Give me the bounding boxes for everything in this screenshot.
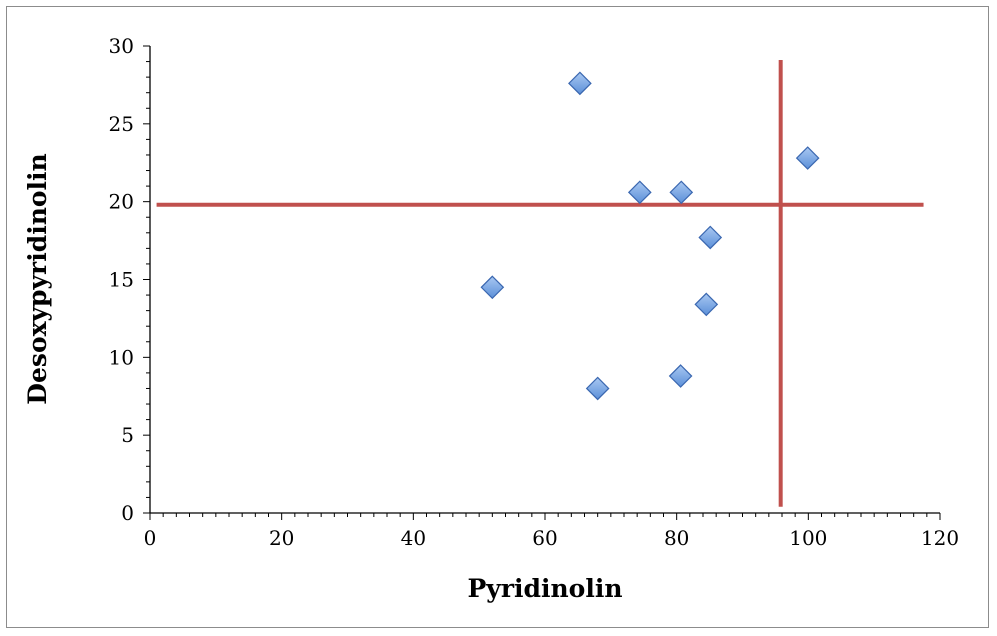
y-tick-label: 15 (109, 268, 134, 292)
data-point (694, 292, 719, 317)
data-point (795, 146, 820, 170)
x-tick-label: 20 (269, 526, 294, 550)
data-point (669, 180, 694, 205)
y-tick-label: 10 (109, 345, 134, 369)
chart-frame (6, 6, 989, 628)
x-tick-label: 100 (789, 526, 827, 550)
data-point (668, 364, 693, 388)
x-tick-label: 120 (921, 526, 959, 550)
y-tick-label: 0 (121, 501, 134, 525)
axes (149, 46, 940, 514)
x-tick-label: 0 (144, 526, 157, 550)
y-tick-label: 5 (121, 423, 134, 447)
y-axis-title: Desoxypyridinolin (23, 153, 52, 404)
data-point (627, 180, 652, 205)
reference-lines (156, 60, 924, 507)
tick-marks (143, 45, 941, 520)
tick-labels: 0 20 40 60 80 100 120 0 5 10 15 20 25 30 (109, 34, 960, 550)
data-point (585, 376, 610, 401)
data-point (480, 275, 505, 300)
data-points (480, 71, 820, 401)
y-tick-label: 30 (109, 34, 134, 58)
data-point (568, 71, 592, 96)
x-tick-label: 80 (664, 526, 689, 550)
y-tick-label: 20 (109, 190, 134, 214)
x-axis-title: Pyridinolin (468, 574, 623, 603)
data-point (698, 225, 723, 250)
y-tick-label: 25 (109, 112, 134, 136)
x-tick-label: 40 (401, 526, 426, 550)
x-tick-label: 60 (532, 526, 557, 550)
